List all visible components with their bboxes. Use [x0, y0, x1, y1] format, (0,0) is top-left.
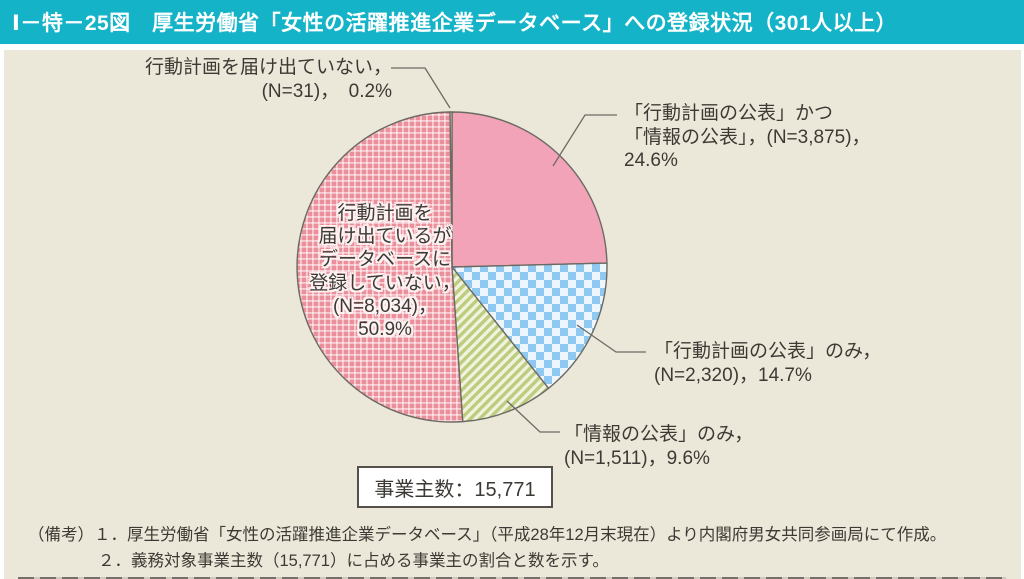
leader-line-not-submitted [391, 67, 451, 109]
pie-slice-4 [449, 111, 453, 268]
footnote-1: （備考）１．厚生労働省「女性の活躍推進企業データベース」（平成28年12月末現在… [28, 522, 946, 548]
pie-slice-1 [451, 262, 608, 389]
label-not-submitted: 行動計画を届け出ていない， (N=31)， 0.2% [144, 57, 392, 102]
leader-line-info-only [506, 400, 560, 433]
footnote-2-text: ２．義務対象事業主数（15,771）に占める事業主の割合と数を示す。 [98, 552, 609, 570]
footnote-prefix: （備考） [28, 526, 94, 544]
pie-slice-2 [451, 266, 550, 423]
leader-line-plan-only [576, 324, 646, 353]
pie-slices [296, 111, 608, 423]
footnotes: （備考）１．厚生労働省「女性の活躍推進企業データベース」（平成28年12月末現在… [28, 522, 946, 574]
total-employers-label: 事業主数：15,771 [374, 478, 536, 501]
label-submitted-not-registered: 行動計画を 届け出ているが データベースに 登録していない， (N=8,034)… [309, 203, 461, 340]
leader-line-both [552, 114, 617, 167]
footnote-1-text: １．厚生労働省「女性の活躍推進企業データベース」（平成28年12月末現在）より内… [94, 526, 947, 544]
figure-title-bar: Ⅰ－特－25図 厚生労働省「女性の活躍推進企業データベース」への登録状況（301… [0, 0, 1024, 44]
total-employers-box: 事業主数：15,771 [357, 466, 553, 508]
figure-title: Ⅰ－特－25図 厚生労働省「女性の活躍推進企業データベース」への登録状況（301… [12, 12, 898, 35]
leader-lines [391, 67, 646, 433]
pie-slice-3 [296, 111, 464, 423]
label-info-only: 「情報の公表」のみ， (N=1,511)，9.6% [564, 424, 754, 469]
page-bottom-rule [18, 577, 1006, 579]
pie-slice-0 [451, 111, 608, 268]
label-plan-only: 「行動計画の公表」のみ， (N=2,320)，14.7% [654, 341, 882, 386]
footnote-2: ２．義務対象事業主数（15,771）に占める事業主の割合と数を示す。 [28, 548, 946, 574]
label-both-published: 「行動計画の公表」かつ 「情報の公表」，(N=3,875)， 24.6% [624, 103, 871, 172]
